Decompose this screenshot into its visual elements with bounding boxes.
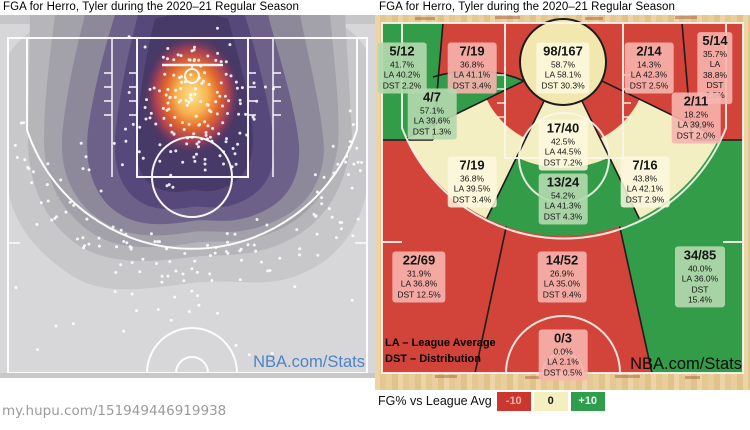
zone-stat-box: 7/16 43.8% LA 42.1% DST 2.9%	[620, 156, 670, 208]
zone-made-attempts: 5/12	[389, 43, 415, 59]
zone-fg-pct: 58.7%	[550, 59, 576, 70]
abbrev-dst: DST – Distribution	[385, 352, 481, 365]
zone-fg-pct: 54.2%	[550, 190, 576, 201]
zone-made-attempts: 17/40	[546, 120, 580, 136]
zone-distribution: DST 15.4%	[687, 283, 713, 305]
court-lines	[7, 37, 368, 374]
zone-made-attempts: 7/19	[459, 43, 485, 59]
zone-stat-box: 5/12 41.7% LA 40.2% DST 2.2%	[377, 42, 427, 94]
zone-stat-box: 4/7 57.1% LA 39.6% DST 1.3%	[407, 88, 457, 140]
zone-distribution: DST 3.4%	[452, 194, 492, 205]
zone-distribution: DST 3.4%	[452, 80, 492, 91]
zone-stat-box: 17/40 42.5% LA 44.5% DST 7.2%	[538, 119, 588, 171]
zone-league-avg: LA 39.5%	[453, 183, 491, 194]
zone-made-attempts: 14/52	[545, 252, 579, 268]
zone-distribution: DST 0.5%	[543, 367, 583, 378]
zone-fg-pct: 31.9%	[406, 268, 432, 279]
zone-distribution: DST 9.4%	[542, 289, 582, 300]
zone-distribution: DST 1.3%	[412, 126, 452, 137]
zone-fg-pct: 36.8%	[459, 173, 485, 184]
zone-made-attempts: 34/85	[683, 247, 717, 263]
zone-stat-box: 98/167 58.7% LA 58.1% DST 30.3%	[536, 42, 590, 94]
nba-stats-watermark: NBA.com/Stats	[253, 353, 365, 371]
zone-distribution: DST 2.0%	[676, 130, 716, 141]
zone-league-avg: LA 36.0%	[681, 273, 719, 284]
fg-legend-stop: +10	[570, 391, 605, 411]
abbrev-la: LA – League Average	[385, 337, 496, 349]
zone-stat-box: 13/24 54.2% LA 41.3% DST 4.3%	[538, 173, 588, 225]
zone-fg-pct: 18.2%	[683, 109, 709, 120]
left-heatmap-chart: NBA.com/Stats	[0, 15, 375, 378]
zone-league-avg: LA 41.3%	[544, 200, 582, 211]
zone-league-avg: LA 36.8%	[400, 278, 438, 289]
site-watermark: my.hupu.com/151949446919938	[2, 403, 227, 419]
zone-stat-box: 22/69 31.9% LA 36.8% DST 12.5%	[392, 251, 446, 303]
zone-stat-box: 2/11 18.2% LA 39.9% DST 2.0%	[671, 92, 721, 144]
zone-league-avg: LA 40.2%	[383, 69, 421, 80]
zone-stat-box: 7/19 36.8% LA 41.1% DST 3.4%	[447, 42, 497, 94]
fg-legend-stop: -10	[496, 391, 531, 411]
zone-distribution: DST 2.9%	[625, 194, 665, 205]
zone-stat-box: 2/14 14.3% LA 42.3% DST 2.5%	[624, 42, 674, 94]
zone-fg-pct: 35.7%	[702, 49, 728, 60]
zone-distribution: DST 12.5%	[397, 289, 441, 300]
zone-distribution: DST 30.3%	[541, 80, 585, 91]
zone-made-attempts: 98/167	[543, 43, 583, 59]
zone-fg-pct: 40.0%	[687, 263, 713, 274]
left-chart-title: FGA for Herro, Tyler during the 2020–21 …	[3, 1, 300, 13]
zone-made-attempts: 7/19	[459, 157, 485, 173]
zone-fg-pct: 26.9%	[549, 268, 575, 279]
zone-stat-box: 34/85 40.0% LA 36.0% DST 15.4%	[675, 246, 725, 308]
wood-marks	[415, 16, 700, 379]
zone-fg-pct: 41.7%	[389, 59, 415, 70]
zone-fg-pct: 36.8%	[459, 59, 485, 70]
zone-league-avg: LA 39.9%	[677, 119, 715, 130]
zone-league-avg: LA 2.1%	[547, 356, 579, 367]
zone-fg-pct: 42.5%	[550, 136, 576, 147]
zone-made-attempts: 22/69	[402, 252, 436, 268]
fg-legend-scale: -10 0 +10	[494, 391, 605, 411]
zone-league-avg: LA 42.3%	[630, 69, 668, 80]
zone-made-attempts: 2/11	[683, 93, 709, 109]
zone-stat-box: 7/19 36.8% LA 39.5% DST 3.4%	[447, 156, 497, 208]
zone-made-attempts: 2/14	[636, 43, 662, 59]
zone-distribution: DST 4.3%	[543, 211, 583, 222]
heatmap-canvas	[0, 15, 375, 378]
zone-league-avg: LA 39.6%	[413, 115, 451, 126]
zone-fg-pct: 14.3%	[636, 59, 662, 70]
zone-made-attempts: 4/7	[422, 89, 442, 105]
rim-circle	[184, 68, 200, 84]
zone-fg-pct: 0.0%	[553, 346, 573, 357]
fg-legend-stop: 0	[533, 391, 568, 411]
right-zone-chart: 5/12 41.7% LA 40.2% DST 2.2% 7/19 36.8% LA 41.…	[375, 15, 750, 390]
zone-league-avg: LA 58.1%	[544, 69, 582, 80]
zone-league-avg: LA 38.8%	[702, 59, 728, 80]
shot-dots	[13, 26, 364, 357]
zone-made-attempts: 7/16	[632, 157, 658, 173]
zone-fg-pct: 57.1%	[419, 105, 445, 116]
zone-made-attempts: 13/24	[546, 174, 580, 190]
zone-stat-box: 14/52 26.9% LA 35.0% DST 9.4%	[537, 251, 587, 303]
zone-made-attempts: 0/3	[553, 330, 573, 346]
zone-league-avg: LA 41.1%	[453, 69, 491, 80]
abbreviation-legend: LA – League Average DST – Distribution	[385, 336, 496, 368]
zone-stat-box: 0/3 0.0% LA 2.1% DST 0.5%	[538, 329, 588, 381]
fg-legend-label: FG% vs League Avg	[378, 394, 492, 408]
fg-legend: FG% vs League Avg -10 0 +10	[378, 391, 605, 411]
zone-fg-pct: 43.8%	[632, 173, 658, 184]
nba-stats-watermark: NBA.com/Stats	[630, 355, 742, 373]
zone-league-avg: LA 44.5%	[544, 146, 582, 157]
zone-league-avg: LA 42.1%	[626, 183, 664, 194]
right-chart-title: FGA for Herro, Tyler during the 2020–21 …	[379, 1, 676, 13]
zone-distribution: DST 2.5%	[629, 80, 669, 91]
zone-made-attempts: 5/14	[702, 33, 728, 49]
zone-league-avg: LA 35.0%	[543, 278, 581, 289]
zone-distribution: DST 2.2%	[382, 80, 422, 91]
zone-distribution: DST 7.2%	[543, 157, 583, 168]
